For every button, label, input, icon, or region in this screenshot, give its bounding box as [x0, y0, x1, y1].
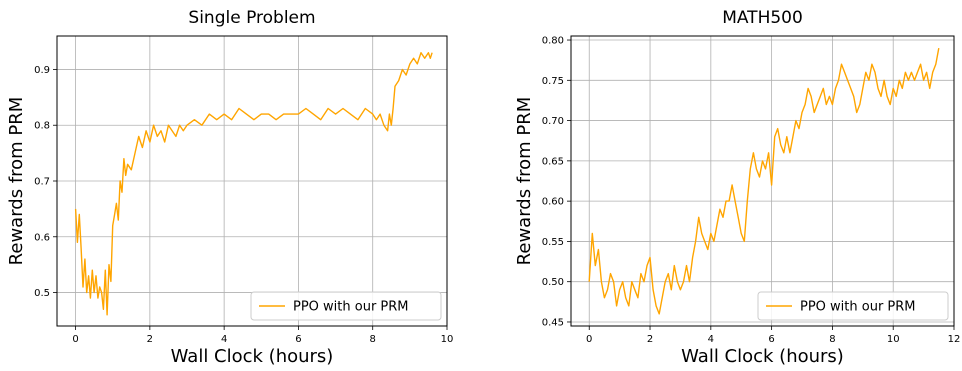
x-tick-label: 2: [647, 334, 653, 345]
y-tick-label: 0.6: [34, 232, 50, 243]
x-tick-label: 8: [829, 334, 835, 345]
x-tick-label: 8: [370, 334, 376, 345]
x-tick-label: 2: [147, 334, 153, 345]
chart-title: MATH500: [722, 8, 803, 28]
series-line-0: [588, 47, 940, 315]
x-tick-label: 0: [586, 334, 592, 345]
legend: PPO with our PRM: [757, 291, 949, 321]
x-tick-label: 4: [708, 334, 714, 345]
y-tick-label: 0.65: [542, 156, 564, 167]
y-tick-label: 0.80: [542, 36, 564, 47]
chart-panel-math500: 0 2 4 6 8 10 12 0.45 0.50 0.55 0.60 0.65 0.70 0.75 0.8…: [514, 8, 960, 367]
x-axis-label: Wall Clock (hours): [171, 346, 334, 367]
x-axis-label: Wall Clock (hours): [681, 346, 844, 367]
x-tick-label: 6: [768, 334, 774, 345]
x-tick-label: 12: [948, 334, 961, 345]
y-tick-label: 0.70: [542, 116, 564, 127]
series-line-0: [74, 52, 433, 316]
chart-panel-single-problem: 0 2 4 6 8 10 0.5 0.6 0.7 0.8 0.9 Single Problem Wall…: [6, 8, 453, 367]
y-axis-label: Rewards from PRM: [6, 97, 27, 266]
x-tick-label: 4: [221, 334, 227, 345]
y-tick-label: 0.50: [542, 277, 564, 288]
x-tick-label: 6: [295, 334, 301, 345]
legend-box: [757, 291, 949, 321]
y-tick-label: 0.75: [542, 76, 564, 87]
legend: PPO with our PRM: [250, 291, 442, 321]
y-tick-label: 0.7: [34, 177, 50, 188]
plot-frame: [570, 35, 955, 327]
y-tick-label: 0.8: [34, 121, 50, 132]
x-tick-label: 10: [887, 334, 900, 345]
y-tick-label: 0.60: [542, 197, 564, 208]
y-tick-label: 0.5: [34, 288, 50, 299]
x-tick-label: 10: [441, 334, 454, 345]
legend-label: PPO with our PRM: [293, 300, 409, 315]
y-tick-label: 0.55: [542, 237, 564, 248]
legend-label: PPO with our PRM: [800, 300, 916, 315]
chart-title: Single Problem: [188, 8, 315, 28]
y-axis-label: Rewards from PRM: [514, 97, 535, 266]
x-tick-label: 0: [72, 334, 78, 345]
y-tick-label: 0.9: [34, 65, 50, 76]
legend-box: [250, 291, 442, 321]
y-tick-label: 0.45: [542, 317, 564, 328]
